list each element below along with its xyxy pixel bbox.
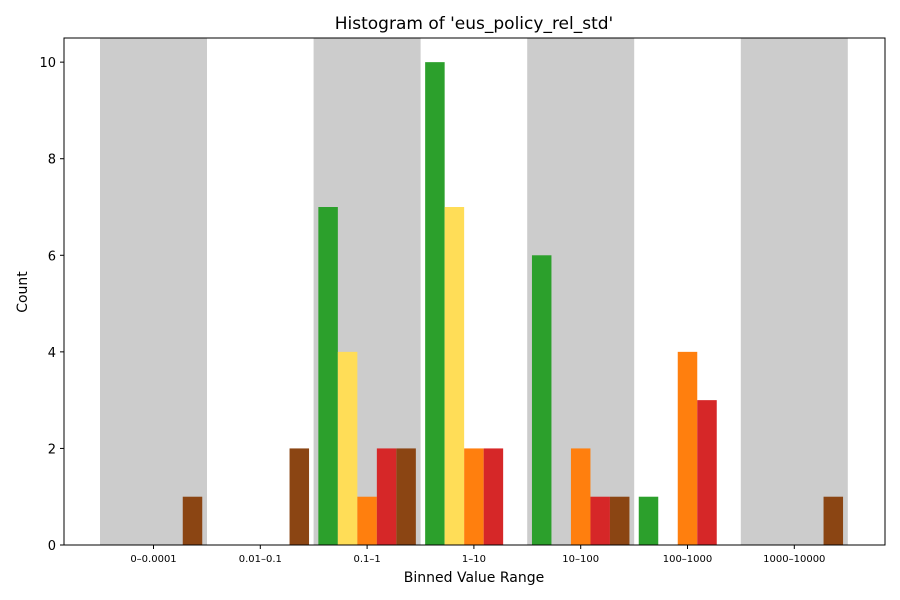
- bar: [182, 496, 203, 545]
- y-axis-label: Count: [15, 271, 31, 313]
- plot-frame: [63, 37, 886, 546]
- y-tick-label: 6: [48, 249, 56, 264]
- x-axis-label: Binned Value Range: [404, 570, 544, 586]
- bar: [444, 207, 465, 545]
- x-tick-label: 100–1000: [663, 554, 713, 565]
- y-tick-label: 0: [48, 539, 56, 554]
- bar: [289, 448, 310, 545]
- x-tick-label: 10–100: [562, 554, 599, 565]
- chart-title: Histogram of 'eus_policy_rel_std': [335, 14, 613, 34]
- x-tick-label: 0.01–0.1: [239, 554, 282, 565]
- bar: [677, 351, 698, 545]
- axes: 0–0.0001 0.01–0.1 0.1–1 1–10 10–100 100–1000 1…: [39, 56, 825, 565]
- bar: [464, 448, 484, 545]
- y-tick-label: 10: [39, 56, 56, 71]
- bar: [590, 496, 610, 545]
- x-tick-label: 0–0.0001: [130, 554, 176, 565]
- bar: [483, 448, 504, 545]
- bar: [697, 400, 717, 545]
- bar: [609, 496, 630, 545]
- y-tick-label: 4: [48, 346, 56, 361]
- bar: [531, 255, 552, 546]
- bars: [182, 62, 844, 546]
- bar: [376, 448, 397, 545]
- x-tick-label: 0.1–1: [353, 554, 380, 565]
- x-tick-label: 1–10: [462, 554, 486, 565]
- bar: [337, 351, 358, 545]
- y-tick-label: 8: [48, 153, 56, 168]
- bar: [425, 62, 445, 546]
- y-tick-label: 2: [48, 442, 56, 457]
- bar: [318, 207, 338, 545]
- category-shading: [100, 38, 848, 545]
- bar: [638, 496, 659, 545]
- category-shade-band: [740, 38, 848, 545]
- bar: [823, 496, 844, 545]
- x-tick-label: 1000–10000: [763, 554, 825, 565]
- category-shade-band: [100, 38, 207, 545]
- bar: [570, 448, 591, 545]
- bar: [357, 496, 377, 545]
- bar: [396, 448, 416, 545]
